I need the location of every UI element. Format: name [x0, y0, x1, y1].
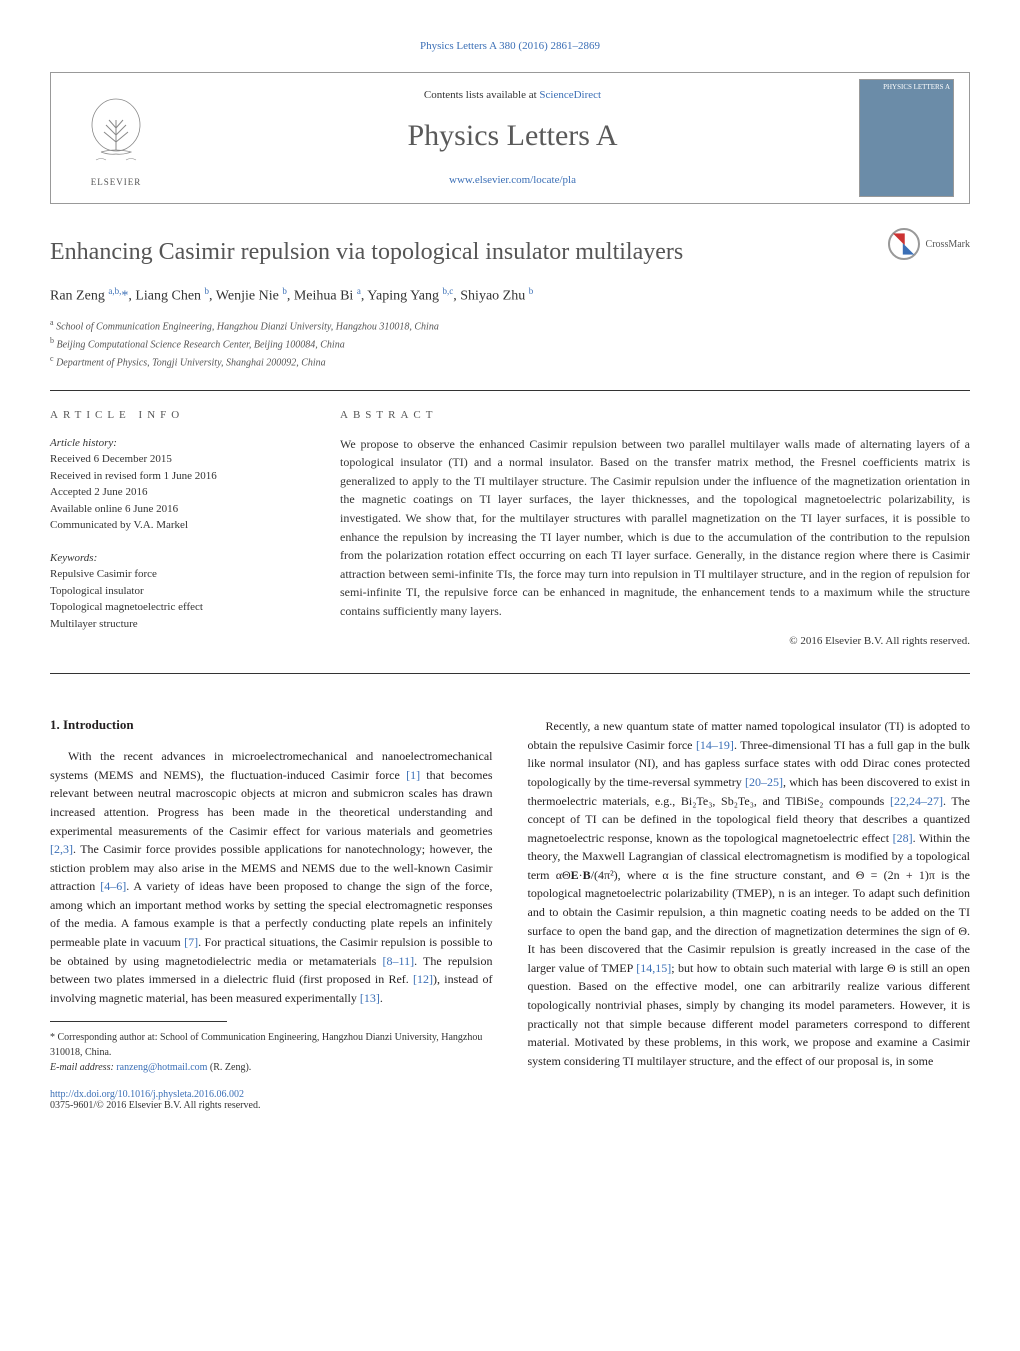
divider-top	[50, 390, 970, 391]
article-title: Enhancing Casimir repulsion via topologi…	[50, 239, 970, 266]
contents-available: Contents lists available at ScienceDirec…	[181, 89, 844, 101]
abstract-copyright: © 2016 Elsevier B.V. All rights reserved…	[340, 635, 970, 647]
section-heading: 1. Introduction	[50, 717, 493, 733]
history-line: Received 6 December 2015	[50, 451, 310, 468]
authors-list: Ran Zeng a,b,*, Liang Chen b, Wenjie Nie…	[50, 286, 970, 305]
body-col1: With the recent advances in microelectro…	[50, 747, 493, 1007]
keyword: Topological magnetoelectric effect	[50, 599, 310, 616]
keyword: Topological insulator	[50, 583, 310, 600]
journal-header: ELSEVIER Contents lists available at Sci…	[50, 72, 970, 204]
footnote-divider	[50, 1021, 227, 1022]
corresponding-author-note: * Corresponding author at: School of Com…	[50, 1030, 493, 1060]
crossmark-badge[interactable]: CrossMark	[888, 228, 970, 260]
history-line: Accepted 2 June 2016	[50, 484, 310, 501]
crossmark-icon	[888, 228, 920, 260]
doi-link[interactable]: http://dx.doi.org/10.1016/j.physleta.201…	[50, 1089, 244, 1100]
crossmark-label: CrossMark	[926, 239, 970, 250]
journal-cover-thumbnail: PHYSICS LETTERS A	[859, 79, 954, 197]
email-link[interactable]: ranzeng@hotmail.com	[116, 1062, 207, 1073]
history-line: Available online 6 June 2016	[50, 501, 310, 518]
history-label: Article history:	[50, 435, 310, 452]
elsevier-tree-icon	[81, 90, 151, 175]
issn-copyright: 0375-9601/© 2016 Elsevier B.V. All right…	[50, 1100, 493, 1111]
divider-bottom	[50, 673, 970, 674]
top-citation-link[interactable]: Physics Letters A 380 (2016) 2861–2869	[420, 40, 600, 52]
article-history: Article history: Received 6 December 201…	[50, 435, 310, 534]
history-line: Communicated by V.A. Markel	[50, 517, 310, 534]
publisher-label: ELSEVIER	[91, 177, 142, 187]
journal-url[interactable]: www.elsevier.com/locate/pla	[449, 174, 576, 186]
affiliations: a School of Communication Engineering, H…	[50, 317, 970, 372]
abstract-label: ABSTRACT	[340, 409, 970, 421]
sciencedirect-link[interactable]: ScienceDirect	[539, 89, 601, 101]
publisher-logo: ELSEVIER	[66, 78, 166, 198]
keyword: Multilayer structure	[50, 616, 310, 633]
keywords-block: Keywords: Repulsive Casimir forceTopolog…	[50, 550, 310, 633]
body-col2: Recently, a new quantum state of matter …	[528, 717, 971, 1070]
email-footnote: E-mail address: ranzeng@hotmail.com (R. …	[50, 1060, 493, 1075]
history-line: Received in revised form 1 June 2016	[50, 468, 310, 485]
abstract-text: We propose to observe the enhanced Casim…	[340, 435, 970, 621]
top-citation: Physics Letters A 380 (2016) 2861–2869	[50, 40, 970, 52]
journal-name: Physics Letters A	[181, 119, 844, 153]
article-info-label: ARTICLE INFO	[50, 409, 310, 421]
keywords-label: Keywords:	[50, 550, 310, 567]
keyword: Repulsive Casimir force	[50, 566, 310, 583]
cover-label: PHYSICS LETTERS A	[860, 80, 953, 94]
